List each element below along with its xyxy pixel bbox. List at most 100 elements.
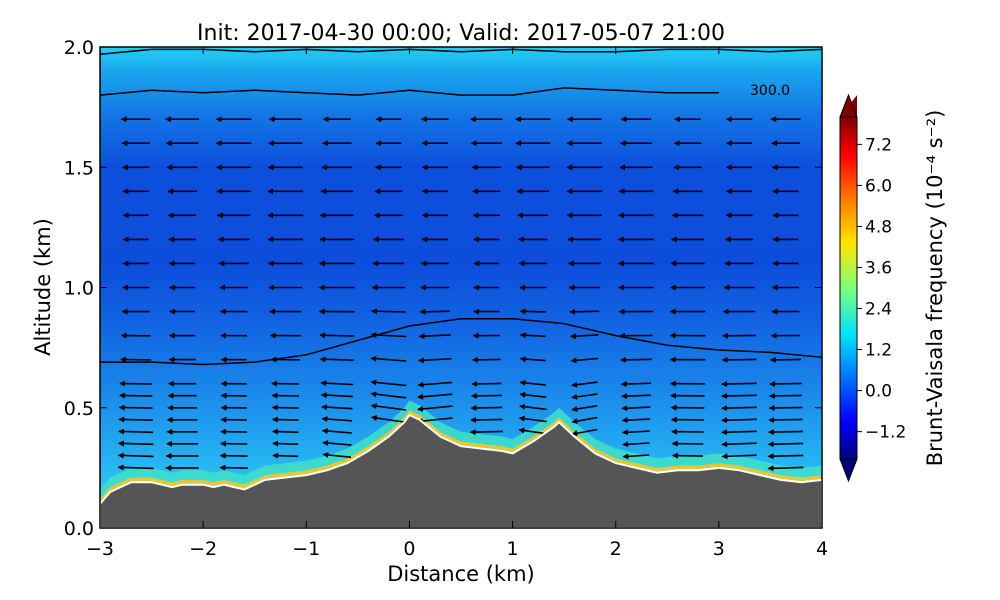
y-tick-label: 0.0 [64,518,94,540]
wind-vector [519,391,547,398]
colorbar-tick-label: 3.6 [865,258,892,278]
plot-area [100,47,822,528]
wind-vector [370,415,406,424]
wind-vector [721,417,758,424]
wind-vector [622,441,650,448]
wind-vector [272,428,299,435]
wind-vector [117,440,154,447]
isentrope-line [100,48,822,55]
wind-vector [118,392,153,399]
colorbar-tick-label: −1.2 [865,423,906,443]
wind-vector [721,380,757,387]
wind-vector [767,429,803,436]
wind-vector [571,428,598,437]
x-tick-label: −2 [189,538,217,560]
wind-vector [721,356,757,363]
isentrope-line [100,318,822,366]
wind-vector [721,392,757,399]
y-axis: 0.0 0.5 1.0 1.5 2.0 [64,37,822,540]
wind-vector [768,392,803,399]
isentrope-line [100,87,719,96]
contour-label: 300.0 [750,83,790,99]
wind-vector [768,416,803,423]
terrain [100,413,822,528]
wind-vector [721,441,757,448]
wind-vector [619,356,652,363]
wind-vector [620,381,652,388]
wind-vector [370,403,407,411]
colorbar-ticks: −1.2 0.0 1.2 2.4 3.6 4.8 6.0 7.2 [857,135,906,443]
wind-vector [767,465,804,472]
wind-vector [767,453,804,460]
wind-vector [416,417,453,425]
wind-vector [470,404,503,411]
wind-vector [417,381,453,388]
x-tick-label: 3 [713,538,725,560]
chart-title: Init: 2017-04-30 00:00; Valid: 2017-05-0… [197,21,725,46]
wind-vector [471,356,501,363]
x-tick-label: −1 [292,538,320,560]
wind-vector [570,357,599,364]
isentrope-contours [100,48,822,366]
wind-vector [767,441,804,448]
colorbar-tick-label: 2.4 [865,300,892,320]
wind-vector [322,440,352,447]
wind-vector [370,379,407,387]
wind-vector [519,332,546,339]
x-tick-label: −3 [86,538,114,560]
wind-vector [518,403,547,411]
wind-vector [519,379,547,386]
colorbar: −1.2 0.0 1.2 2.4 3.6 4.8 6.0 7.2 [839,93,906,483]
wind-vector [219,464,248,471]
wind-vector [321,428,352,435]
wind-vector [120,356,152,363]
wind-vector [470,392,502,399]
wind-vector [370,308,406,315]
wind-vector [320,380,354,387]
wind-vector [370,331,407,338]
wind-vector [518,427,548,435]
colorbar-label: Brunt-Vaisala frequency (10⁻⁴ s⁻²) [923,110,947,467]
wind-vector [322,452,352,458]
wind-vector [721,453,757,460]
wind-vector [768,404,803,411]
wind-vector [271,404,299,411]
colorbar-tick-label: 1.2 [865,341,892,361]
wind-vector [321,416,353,423]
wind-vector [118,416,153,423]
wind-vector [571,405,598,412]
colorbar-tick-label: 6.0 [865,176,892,196]
colorbar-tick-label: 4.8 [865,217,892,237]
wind-vector [119,380,153,387]
wind-vector [571,381,598,388]
y-tick-label: 1.5 [64,157,94,179]
wind-vector [271,392,300,399]
wind-vector [571,416,598,425]
colorbar-tick-label: 0.0 [865,382,892,402]
wind-vector [416,405,453,412]
wind-vector [519,308,546,315]
x-tick-label: 0 [403,538,415,560]
wind-vector [418,333,451,340]
wind-vector [518,415,547,423]
wind-vector [321,404,353,411]
wind-vector [417,393,453,400]
wind-vector [469,429,503,436]
wind-vector [671,452,704,459]
wind-vectors [117,116,804,472]
x-axis-label: Distance (km) [387,562,535,586]
y-tick-label: 2.0 [64,37,94,59]
wind-vector [721,405,758,412]
wind-vector [320,392,353,399]
y-tick-label: 1.0 [64,278,94,300]
wind-vector [519,356,546,363]
x-tick-label: 4 [816,538,828,560]
wind-vector [370,391,407,399]
wind-vector [769,356,802,363]
wind-vector [571,393,598,400]
wind-vector [319,332,355,339]
wind-vector [271,416,299,423]
y-tick-label: 0.5 [64,398,94,420]
x-tick-label: 1 [507,538,519,560]
